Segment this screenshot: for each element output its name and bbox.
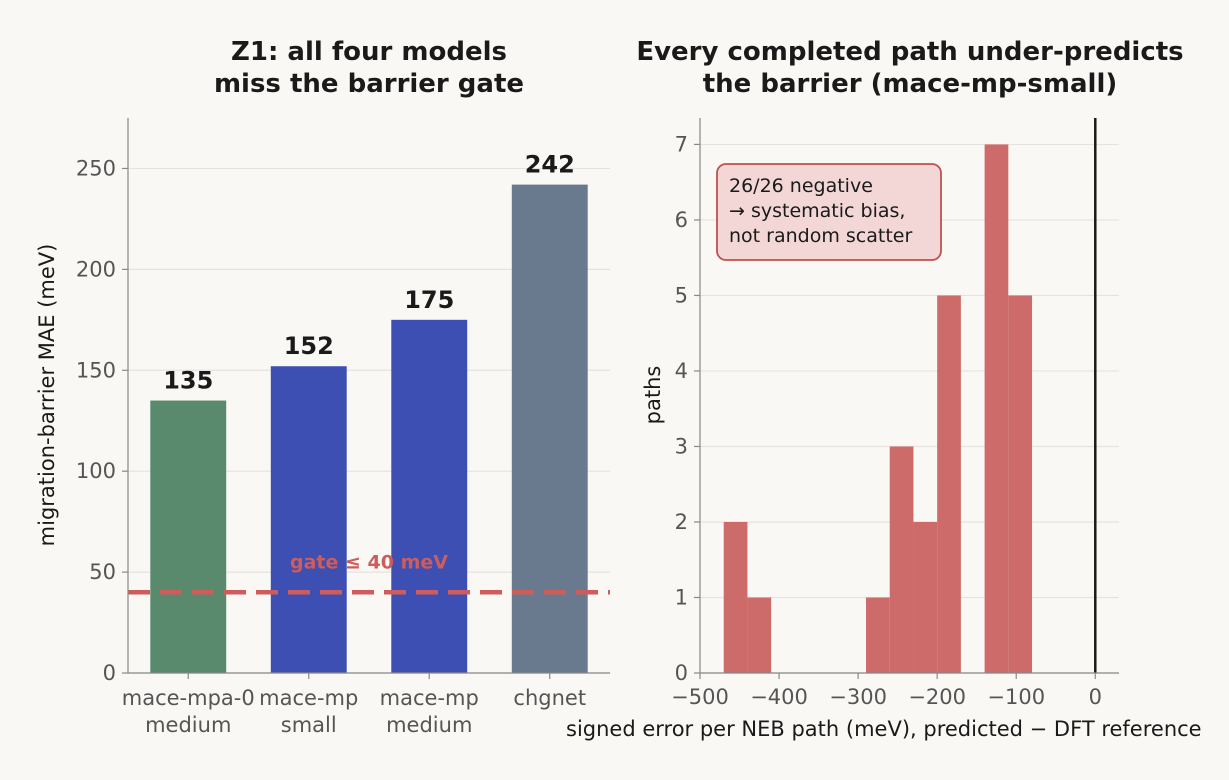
bar-value-label: 242: [525, 151, 575, 179]
left-y-tick-label: 200: [76, 257, 116, 281]
bias-annotation: 26/26 negative → systematic bias, not ra…: [716, 163, 942, 261]
right-y-tick-label: 3: [675, 434, 688, 458]
histogram-bar-9: [937, 295, 961, 673]
histogram-bar-12: [1008, 295, 1033, 673]
right-x-tick-label: −500: [671, 685, 729, 709]
right-panel: Every completed path under-predicts the …: [566, 37, 1202, 741]
category-label: small: [281, 713, 337, 737]
right-y-tick-label: 0: [675, 661, 688, 685]
bar-value-label: 135: [163, 367, 213, 395]
left-gate-line-group: gate ≤ 40 meV: [128, 551, 610, 595]
bar-value-label: 152: [284, 332, 334, 360]
category-label: mace-mp: [259, 686, 358, 710]
right-y-tick-label: 2: [675, 510, 688, 534]
right-y-tick-label: 6: [675, 208, 688, 232]
left-y-tick-label: 250: [76, 156, 116, 180]
left-y-tick-label: 50: [89, 560, 116, 584]
bar-0: [150, 400, 227, 673]
category-label: chgnet: [513, 686, 586, 710]
right-x-tick-label: −400: [750, 685, 808, 709]
bar-2: [391, 319, 468, 673]
histogram-bar-6: [866, 597, 890, 673]
left-y-tick-label: 0: [103, 661, 116, 685]
right-x-tick-label: −100: [987, 685, 1045, 709]
category-label: medium: [386, 713, 472, 737]
left-y-axis-label: migration-barrier MAE (meV): [35, 244, 59, 547]
right-x-tick-label: 0: [1089, 685, 1102, 709]
gate-label: gate ≤ 40 meV: [290, 551, 448, 573]
bar-3: [511, 184, 588, 673]
right-y-tick-label: 4: [675, 359, 688, 383]
histogram-bar-11: [984, 144, 1009, 673]
left-title-line-2: miss the barrier gate: [214, 69, 524, 99]
left-y-tick-label: 150: [76, 358, 116, 382]
left-x-ticks: mace-mpa-0 medium mace-mp small mace-mp mediu…: [122, 673, 586, 737]
category-label: mace-mpa-0: [122, 686, 255, 710]
right-x-ticks: −500 −400 −300 −200 −100 0: [671, 673, 1102, 709]
right-title-line-1: Every completed path under-predicts: [636, 37, 1183, 67]
right-y-tick-label: 5: [675, 283, 688, 307]
left-y-tick-label: 100: [76, 459, 116, 483]
category-label: medium: [145, 713, 231, 737]
category-label: mace-mp: [380, 686, 479, 710]
bar-1: [270, 366, 347, 673]
right-histogram-bars: [723, 144, 1033, 673]
bar-value-label: 175: [404, 286, 454, 314]
bias-annotation-box: [716, 163, 942, 261]
left-bars: 135 152 175 242: [150, 151, 588, 673]
right-x-axis-label: signed error per NEB path (meV), predict…: [566, 717, 1202, 741]
left-title-line-1: Z1: all four models: [231, 37, 507, 67]
bias-annotation-line-1: 26/26 negative: [729, 175, 873, 197]
right-y-tick-label: 1: [675, 585, 688, 609]
right-x-tick-label: −300: [829, 685, 887, 709]
left-panel: Z1: all four models miss the barrier gat…: [35, 37, 610, 737]
left-y-ticks: 0 50 100 150 200 250: [76, 156, 128, 685]
histogram-bar-0: [723, 521, 748, 673]
right-x-tick-label: −200: [908, 685, 966, 709]
histogram-bar-7: [889, 446, 914, 673]
bias-annotation-line-3: not random scatter: [729, 225, 912, 247]
right-y-axis-label: paths: [641, 366, 665, 425]
right-y-ticks: 0 1 2 3 4 5 6 7: [675, 132, 700, 685]
right-y-tick-label: 7: [675, 132, 688, 156]
bias-annotation-line-2: → systematic bias,: [729, 200, 905, 222]
histogram-bar-1: [747, 597, 772, 673]
histogram-bar-8: [913, 521, 938, 673]
right-title-line-2: the barrier (mace-mp-small): [703, 69, 1118, 99]
